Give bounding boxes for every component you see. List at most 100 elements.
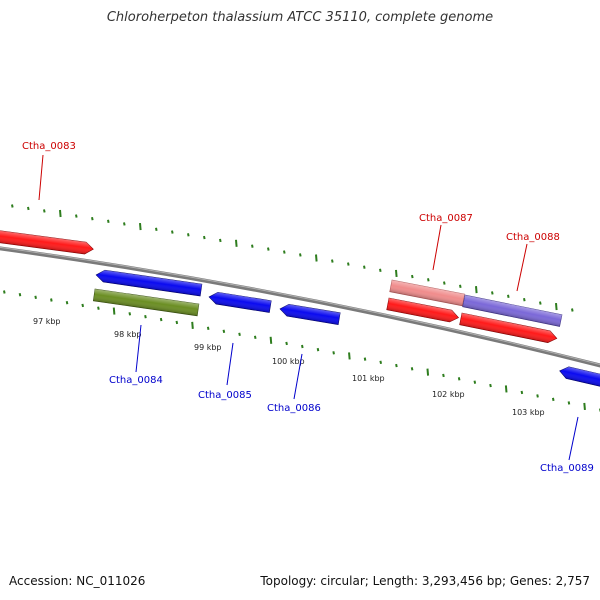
minor-tick [347,262,350,266]
map-title: Chloroherpeton thalassium ATCC 35110, co… [106,10,494,25]
major-tick [395,269,398,278]
gene-ctha-0087-red[interactable] [386,297,460,324]
major-tick [315,254,318,262]
major-tick [504,385,508,393]
minor-tick [379,268,382,272]
minor-tick [65,301,69,305]
major-tick [583,402,586,411]
minor-tick [489,383,492,388]
minor-tick [50,298,53,302]
minor-tick [81,303,85,308]
tick-label-98: 98 kbp [114,330,142,339]
minor-tick [97,306,100,310]
minor-tick [3,290,6,294]
tick-label-103: 103 kbp [512,408,545,417]
minor-tick [443,281,446,285]
label-ctha-0089[interactable]: Ctha_0089 [540,463,594,474]
minor-tick [91,216,94,221]
minor-tick [267,247,270,251]
minor-tick [123,222,126,226]
minor-tick [283,250,286,254]
minor-tick [551,397,555,402]
minor-tick [128,312,132,316]
major-tick [348,352,351,360]
minor-tick [536,394,539,398]
lower-tick-row [3,290,600,412]
minor-tick [238,332,241,336]
minor-tick [331,259,334,263]
minor-tick [27,206,30,211]
connector-ctha-0084 [135,324,142,373]
gene-ctha-0084-green[interactable] [92,288,200,317]
minor-tick [159,317,163,322]
minor-tick [523,297,526,302]
label-connectors [38,154,579,461]
gene-ctha-0088-red[interactable] [459,312,558,344]
label-ctha-0083[interactable]: Ctha_0083 [22,141,76,152]
gene-ctha-0089[interactable] [558,365,600,391]
tick-label-102: 102 kbp [432,390,465,399]
major-tick [269,336,273,344]
genome-backbone-highlight [0,246,600,365]
minor-tick [379,360,383,365]
upper-tick-row [11,204,574,312]
minor-tick [187,233,190,237]
genome-backbone [0,246,600,368]
minor-tick [251,244,254,248]
major-tick [59,209,62,218]
minor-tick [34,295,37,300]
minor-tick [567,401,571,405]
minor-tick [316,347,320,352]
label-ctha-0084[interactable]: Ctha_0084 [109,375,163,386]
minor-tick [18,292,22,297]
major-tick [426,368,430,376]
label-ctha-0085[interactable]: Ctha_0085 [198,390,252,401]
minor-tick [11,204,14,208]
genome-summary-text: Topology: circular; Length: 3,293,456 bp… [260,574,590,588]
gene-ctha-0084[interactable] [95,269,203,297]
connector-ctha-0088 [516,243,528,292]
gene-ctha-0088[interactable] [462,294,563,327]
gene-ctha-0085[interactable] [208,291,272,313]
major-tick [235,239,238,247]
gene-labels: Ctha_0083 Ctha_0084 Ctha_0085 Ctha_0086 … [22,141,594,474]
major-tick [191,321,194,329]
minor-tick [410,367,414,371]
minor-tick [395,363,398,368]
minor-tick [491,291,494,295]
label-ctha-0087[interactable]: Ctha_0087 [419,213,473,224]
axis-tick-labels: 97 kbp 98 kbp 99 kbp 100 kbp 101 kbp 102… [33,317,545,417]
tick-label-99: 99 kbp [194,343,222,352]
minor-tick [539,301,542,305]
minor-tick [299,253,302,257]
minor-tick [411,274,414,279]
gene-ctha-0083[interactable] [0,229,94,255]
minor-tick [155,227,158,232]
major-tick [139,223,142,231]
minor-tick [332,351,335,355]
label-ctha-0086[interactable]: Ctha_0086 [267,403,321,414]
tick-label-97: 97 kbp [33,317,61,326]
minor-tick [363,265,366,269]
gene-ctha-0087[interactable] [389,279,465,307]
minor-tick [571,308,574,312]
gene-ctha-0086[interactable] [279,303,341,325]
accession-text: Accession: NC_011026 [9,574,146,588]
minor-tick [473,380,477,384]
minor-tick [442,373,445,378]
minor-tick [507,294,510,298]
minor-tick [222,329,226,333]
tick-label-100: 100 kbp [272,357,305,366]
minor-tick [107,219,110,223]
minor-tick [253,335,257,339]
label-ctha-0088[interactable]: Ctha_0088 [506,232,560,243]
connector-ctha-0087 [432,224,442,271]
minor-tick [363,357,367,361]
minor-tick [206,326,210,331]
tick-label-101: 101 kbp [352,374,385,383]
minor-tick [219,238,222,243]
gene-features [0,229,600,391]
minor-tick [144,314,147,319]
